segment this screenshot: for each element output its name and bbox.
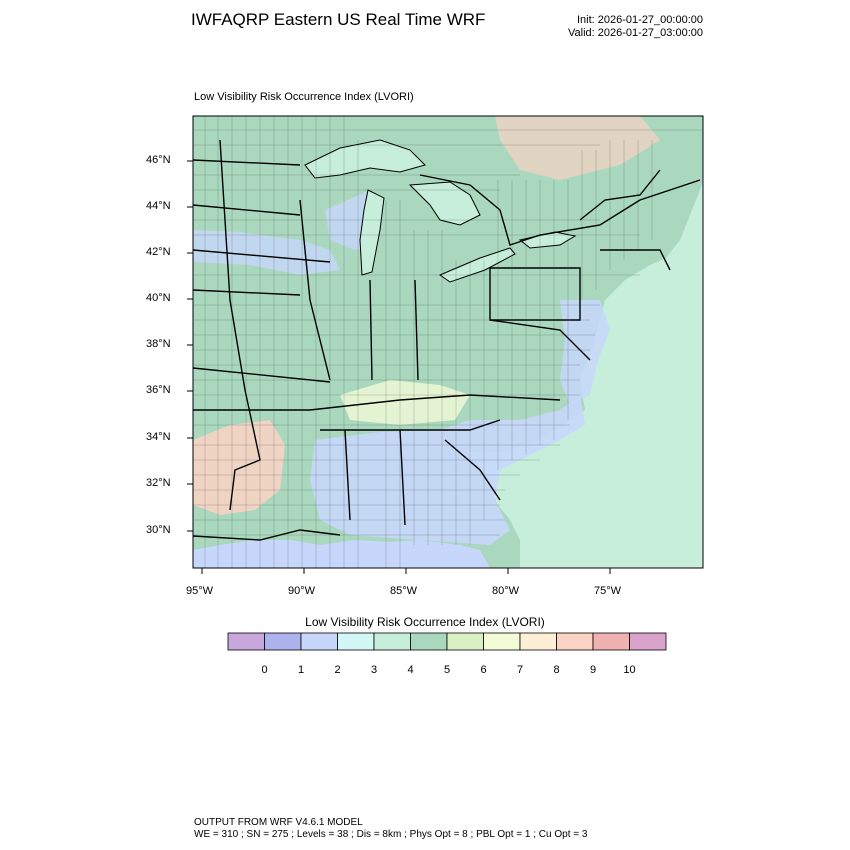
lon-label: 75°W [594,585,622,597]
lat-label: 40°N [146,292,171,304]
lake-erie [438,247,516,283]
lon-label: 90°W [288,585,316,597]
main-title: IWFAQRP Eastern US Real Time WRF [191,10,486,29]
colorbar-tick-label: 1 [298,664,304,676]
lat-label: 42°N [146,246,171,258]
colorbar-swatch [592,632,630,651]
colorbar-tick-label: 2 [334,664,340,676]
canada-us-border [419,174,701,246]
lake-michigan [359,189,385,276]
colorbar-swatch [410,632,448,651]
colorbar-swatch [337,632,375,651]
high-risk-canada [495,116,660,180]
colorbar-swatch [519,632,557,651]
colorbar-tick-label: 4 [407,664,413,676]
colorbar-tick-label: 0 [261,664,267,676]
valid-time: Valid: 2026-01-27_03:00:00 [568,27,703,39]
county-lines [193,116,703,568]
colorbar-tick-label: 8 [553,664,559,676]
colorbar-tick-label: 10 [623,664,635,676]
colorbar-swatch [556,632,594,651]
init-time: Init: 2026-01-27_00:00:00 [577,14,703,26]
map-frame [192,115,704,569]
colorbar-swatch [446,632,484,651]
low-risk-midwest [193,230,340,275]
lat-label: 36°N [146,384,171,396]
lat-label: 38°N [146,338,171,350]
lat-label: 32°N [146,477,171,489]
colorbar-title: Low Visibility Risk Occurrence Index (LV… [305,615,545,629]
low-risk-southeast [310,395,585,545]
moderate-risk-tennessee [340,380,470,425]
colorbar-swatch [483,632,521,651]
lake-superior [304,139,426,179]
lat-label: 30°N [146,524,171,536]
colorbar-tick-label: 6 [480,664,486,676]
lon-ticks [201,568,611,574]
gulf-of-mexico [193,540,490,568]
lat-label: 46°N [146,154,171,166]
colorbar-swatch [629,632,667,651]
lon-label: 95°W [186,585,214,597]
colorbar-tick-label: 3 [371,664,377,676]
lat-label: 34°N [146,431,171,443]
low-risk-coast [560,300,610,405]
lat-ticks [187,160,193,532]
footer-config-line: WE = 310 ; SN = 275 ; Levels = 38 ; Dis … [194,829,588,840]
colorbar-swatch [227,632,265,651]
high-risk-southwest [193,420,285,515]
colorbar-tick-label: 5 [444,664,450,676]
map-subtitle: Low Visibility Risk Occurrence Index (LV… [194,91,414,103]
colorbar-swatch [264,632,302,651]
colorbar-swatch [373,632,411,651]
colorbar-swatch [300,632,338,651]
colorbar-tick-label: 9 [590,664,596,676]
lon-label: 85°W [390,585,418,597]
lon-label: 80°W [492,585,520,597]
colorbar-tick-label: 7 [517,664,523,676]
lat-label: 44°N [146,200,171,212]
footer-model-line: OUTPUT FROM WRF V4.6.1 MODEL [194,817,363,828]
